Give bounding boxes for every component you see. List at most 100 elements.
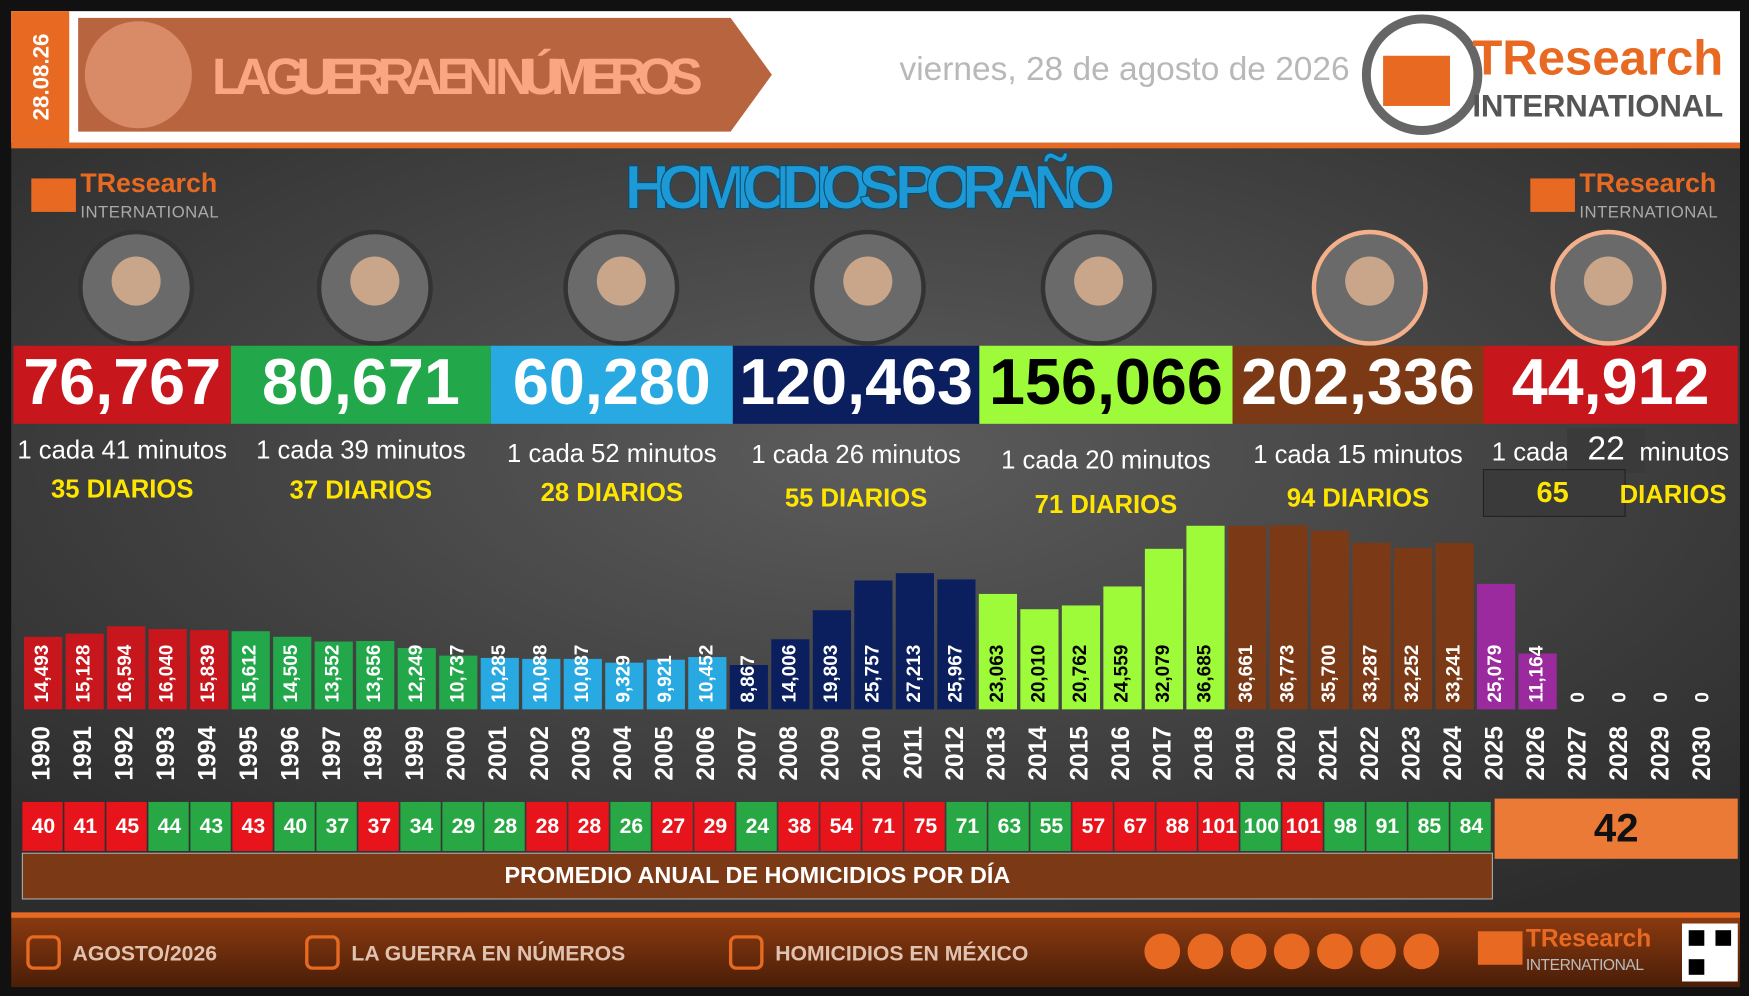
- qr-corner: [1688, 930, 1705, 946]
- daily-cell: [484, 801, 525, 852]
- daily-cell: [610, 801, 651, 852]
- bar-label: 27,213: [904, 645, 925, 703]
- bar: [937, 579, 976, 710]
- x-tick-label: 2014: [1025, 726, 1052, 781]
- bar-label: 13,552: [323, 645, 344, 703]
- bar: [1352, 542, 1391, 710]
- daily-value: 26: [620, 815, 644, 838]
- daily-cell: [22, 801, 63, 852]
- rate-box: [1567, 428, 1646, 473]
- x-tick-label: 2016: [1108, 726, 1135, 781]
- total: 80,671: [262, 345, 460, 418]
- daily-value: 40: [32, 815, 56, 838]
- daily-value: 84: [1460, 815, 1484, 838]
- header-title: LA GUERRA EN NÚMEROS: [212, 48, 703, 105]
- daily-cell: [1198, 801, 1239, 852]
- logo-sub: INTERNATIONAL: [1526, 957, 1645, 974]
- x-tick-label: 2024: [1440, 726, 1467, 781]
- x-tick-label: 2030: [1689, 726, 1716, 781]
- social-icons: [1144, 933, 1440, 970]
- bar: [1061, 605, 1101, 710]
- president-face: [1583, 256, 1633, 306]
- daily-value: 41: [74, 815, 98, 838]
- total-box: [230, 345, 491, 424]
- total-box: [13, 345, 231, 424]
- daily: 28 DIARIOS: [541, 479, 683, 507]
- daily-value: 38: [788, 815, 812, 838]
- bar-label: 36,685: [1195, 644, 1216, 702]
- bar: [812, 610, 851, 710]
- daily-cell: [400, 801, 441, 852]
- x-tick-label: 2000: [444, 726, 471, 781]
- daily-value: 37: [326, 815, 350, 838]
- date-vertical: 28.08.26: [28, 34, 53, 121]
- x-tick-label: 2025: [1482, 726, 1509, 781]
- bar: [65, 633, 104, 710]
- bar-label: 25,757: [862, 645, 883, 703]
- bar: [1186, 525, 1225, 710]
- rate: 1 cada 15 minutos: [1253, 441, 1463, 469]
- daily-label-box: [21, 852, 1493, 900]
- bar-label: 10,737: [447, 645, 468, 703]
- bar-label: 14,006: [779, 645, 800, 703]
- bar: [1227, 525, 1267, 710]
- total: 60,280: [513, 345, 711, 418]
- logo-mark: [1477, 931, 1523, 965]
- daily-value: 43: [200, 815, 224, 838]
- bar: [1518, 653, 1557, 710]
- daily-value: 91: [1376, 815, 1400, 838]
- x-tick-label: 2005: [651, 726, 678, 781]
- daily-cell: [274, 801, 315, 852]
- x-tick-label: 2008: [776, 726, 803, 781]
- x-tick-label: 1999: [402, 726, 429, 781]
- x-tick-label: 2022: [1357, 726, 1384, 781]
- bar-label: 0: [1651, 692, 1672, 703]
- x-tick-label: 1990: [29, 726, 56, 781]
- bar: [605, 662, 644, 710]
- footer-icon: [305, 935, 340, 970]
- side-logo: TResearch INTERNATIONAL TResearch INTERN…: [31, 168, 1718, 221]
- daily-cell: [148, 801, 189, 852]
- daily-value: 101: [1286, 815, 1322, 838]
- x-tick-label: 2006: [693, 726, 720, 781]
- bar-label: 15,612: [240, 645, 261, 703]
- daily-label: PROMEDIO ANUAL DE HOMICIDIOS POR DÍA: [504, 861, 1010, 888]
- daily-value: 45: [116, 815, 140, 838]
- bar-label: 9,329: [613, 655, 634, 702]
- social-icon: [1144, 933, 1181, 970]
- bar-label: 20,010: [1028, 645, 1049, 703]
- bar-label: 10,087: [572, 645, 593, 703]
- bar-label: 20,762: [1070, 645, 1091, 703]
- social-icon: [1403, 933, 1440, 970]
- logo-sub: INTERNATIONAL: [80, 202, 218, 221]
- president-face: [1345, 256, 1395, 306]
- daily-value: 24: [746, 815, 770, 838]
- daily-value: 55: [1040, 815, 1064, 838]
- x-tick-label: 2012: [942, 726, 969, 781]
- daily-cell: [1324, 801, 1365, 852]
- date-strip: [11, 11, 70, 143]
- footer-band: [11, 917, 1741, 988]
- daily-value: 28: [578, 815, 602, 838]
- logo-ring: [1361, 14, 1483, 135]
- footer-item: AGOSTO/2026: [73, 942, 218, 965]
- daily-cell: [1240, 801, 1281, 852]
- bar: [1435, 543, 1474, 710]
- logo-sub: INTERNATIONAL: [1579, 202, 1717, 221]
- daily-cell: [1072, 801, 1113, 852]
- bar-label: 36,661: [1236, 644, 1257, 702]
- x-tick-label: 2013: [983, 726, 1010, 781]
- daily-cell: [1030, 801, 1071, 852]
- bar: [314, 641, 353, 710]
- daily-value: 100: [1244, 815, 1279, 838]
- daily-value: 29: [452, 815, 476, 838]
- logo-mark: [1530, 178, 1575, 212]
- bar-label: 0: [1610, 692, 1631, 703]
- daily-cell: [904, 801, 945, 852]
- daily-value: 75: [914, 815, 938, 838]
- bar-label: 19,803: [821, 645, 842, 703]
- bar-label: 15,839: [198, 645, 219, 703]
- logo-name: TResearch: [1579, 168, 1716, 198]
